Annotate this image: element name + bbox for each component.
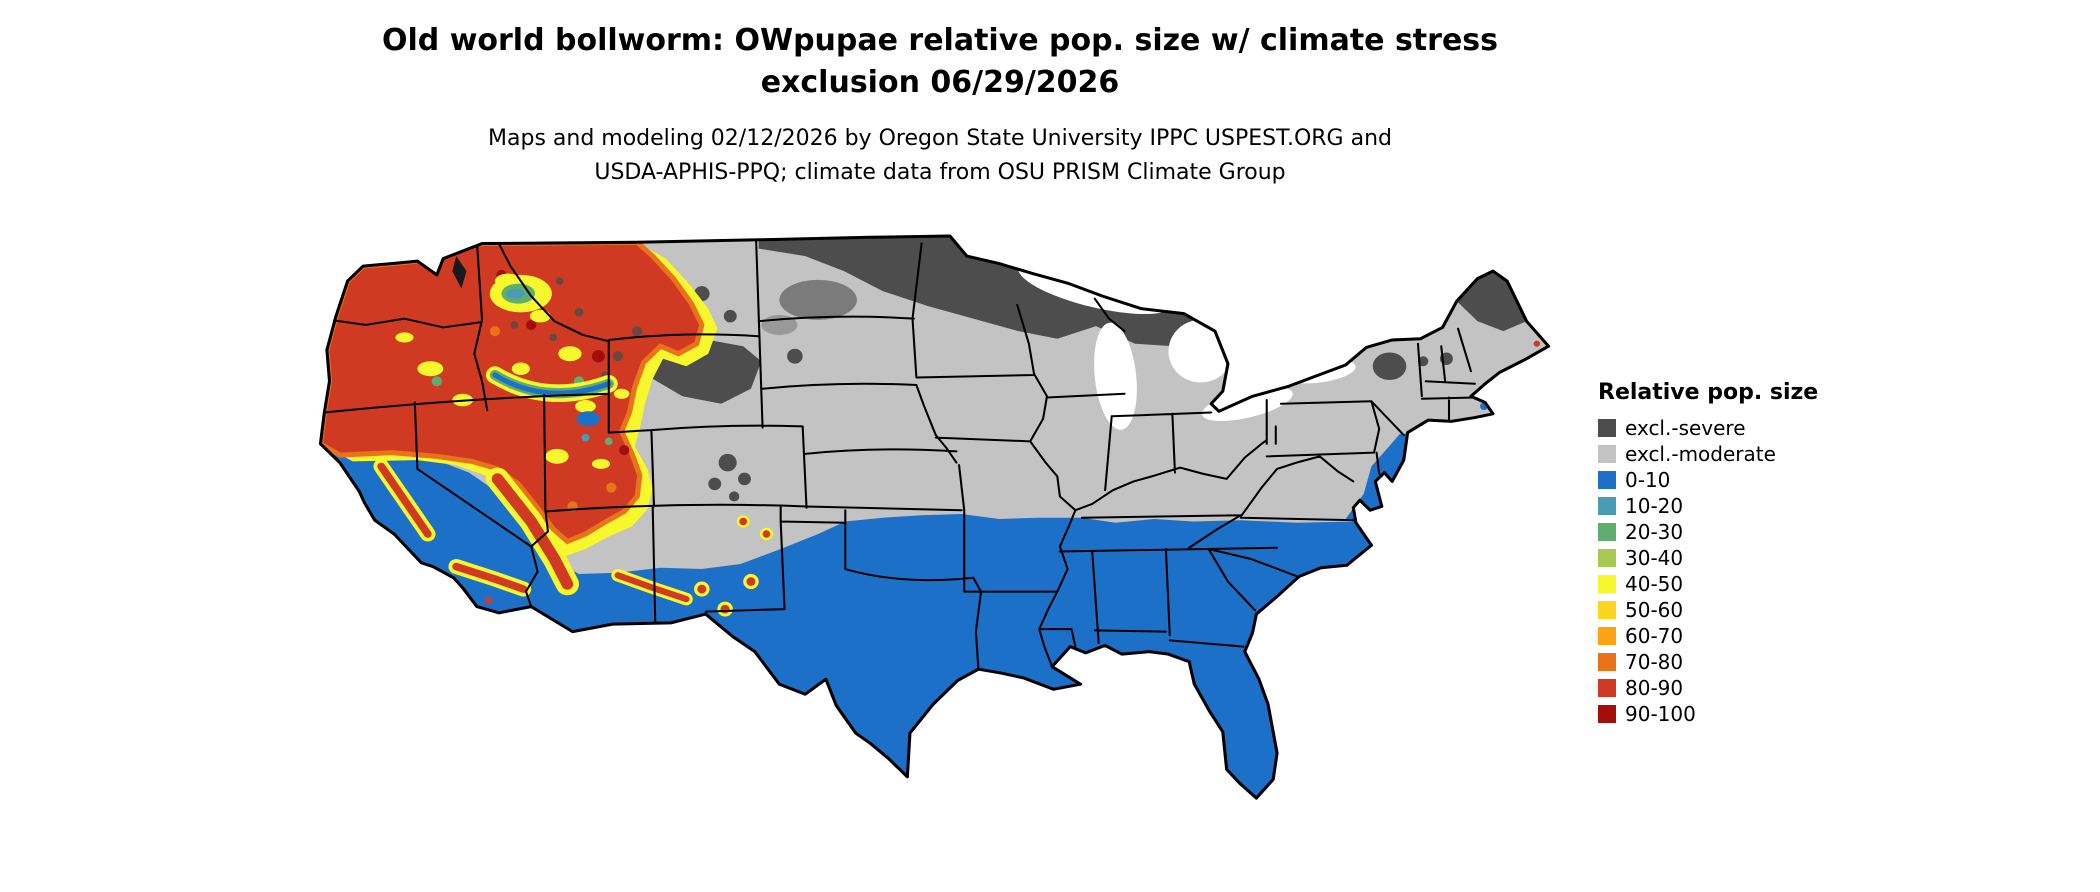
legend-swatch	[1598, 705, 1616, 723]
map-subtitle-line1: Maps and modeling 02/12/2026 by Oregon S…	[488, 126, 1392, 151]
legend-swatch	[1598, 445, 1616, 463]
legend-label: 10-20	[1625, 494, 1684, 518]
legend-label: 30-40	[1625, 546, 1684, 570]
legend-item: 60-70	[1598, 623, 1818, 649]
legend-item: 20-30	[1598, 519, 1818, 545]
map-title: Old world bollworm: OWpupae relative pop…	[0, 20, 1880, 104]
legend-label: excl.-severe	[1625, 416, 1746, 440]
us-outline	[318, 234, 1551, 800]
legend-label: 80-90	[1625, 676, 1684, 700]
legend-label: 50-60	[1625, 598, 1684, 622]
map-subtitle-line2: USDA-APHIS-PPQ; climate data from OSU PR…	[594, 160, 1286, 185]
legend-label: excl.-moderate	[1625, 442, 1776, 466]
legend-item: 70-80	[1598, 649, 1818, 675]
legend-swatch	[1598, 653, 1616, 671]
legend-swatch	[1598, 523, 1616, 541]
legend-title: Relative pop. size	[1598, 380, 1819, 405]
legend-item: 30-40	[1598, 545, 1818, 571]
map-title-line2: exclusion 06/29/2026	[760, 65, 1120, 100]
legend-item: 90-100	[1598, 701, 1818, 727]
legend-swatch	[1598, 575, 1616, 593]
map-title-line1: Old world bollworm: OWpupae relative pop…	[381, 23, 1499, 58]
legend-label: 60-70	[1625, 624, 1684, 648]
legend-item: 10-20	[1598, 493, 1818, 519]
raster-severe-exclusion-layer	[652, 236, 1527, 502]
legend-item: 50-60	[1598, 597, 1818, 623]
legend-item: excl.-severe	[1598, 415, 1818, 441]
legend-label: 20-30	[1625, 520, 1684, 544]
lake-erie	[1202, 386, 1293, 422]
lake-michigan	[1094, 322, 1137, 430]
legend-item: 0-10	[1598, 467, 1818, 493]
legend-label: 40-50	[1625, 572, 1684, 596]
legend-swatch	[1598, 601, 1616, 619]
us-map	[318, 234, 1551, 800]
legend-swatch	[1598, 497, 1616, 515]
legend-label: 70-80	[1625, 650, 1684, 674]
legend-item: 80-90	[1598, 675, 1818, 701]
legend-items: excl.-severe excl.-moderate 0-10 10-20 20-30…	[1598, 415, 1818, 727]
legend: Relative pop. size excl.-severe excl.-mod…	[1598, 380, 1818, 727]
legend-swatch	[1598, 549, 1616, 567]
puget-sound	[452, 256, 467, 289]
legend-swatch	[1598, 471, 1616, 489]
legend-swatch	[1598, 419, 1616, 437]
legend-label: 0-10	[1625, 468, 1671, 492]
legend-item: excl.-moderate	[1598, 441, 1818, 467]
state-borders	[323, 238, 1476, 671]
legend-item: 40-50	[1598, 571, 1818, 597]
legend-swatch	[1598, 679, 1616, 697]
map-subtitle: Maps and modeling 02/12/2026 by Oregon S…	[0, 122, 1880, 190]
legend-swatch	[1598, 627, 1616, 645]
us-map-container	[314, 206, 1555, 882]
legend-label: 90-100	[1625, 702, 1696, 726]
